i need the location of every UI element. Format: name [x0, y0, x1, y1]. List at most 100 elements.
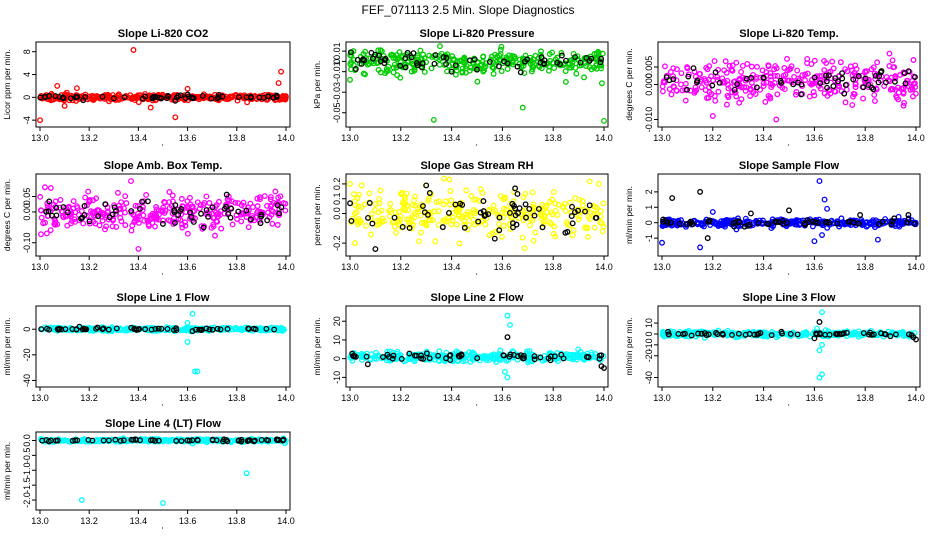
point: [735, 218, 742, 225]
point: [471, 196, 478, 203]
point: [78, 215, 84, 222]
point: [907, 86, 914, 93]
x-tick-label: 13.0: [31, 133, 49, 143]
point: [64, 222, 71, 229]
point-outlier: [54, 82, 61, 89]
point: [702, 87, 709, 94]
point: [99, 217, 106, 224]
point: [128, 208, 135, 215]
point: [490, 70, 497, 77]
point: [38, 231, 44, 238]
point: [728, 332, 735, 338]
x-tick-label: 13.8: [228, 262, 246, 272]
point: [213, 218, 220, 225]
point: [709, 82, 716, 89]
point: [547, 353, 554, 360]
plot-frame: [35, 41, 291, 128]
point: [584, 233, 591, 240]
point: [265, 93, 271, 100]
point: [203, 207, 210, 213]
point: [539, 201, 546, 208]
point: [882, 79, 889, 86]
point: [369, 55, 376, 62]
y-tick-label: 2: [644, 189, 654, 194]
point: [531, 356, 538, 363]
point-outlier: [786, 207, 792, 214]
y-tick-label: -0.10: [22, 232, 32, 253]
point: [70, 198, 77, 205]
point: [523, 214, 529, 221]
series-colored: [659, 50, 919, 123]
x-tick-label: 13.0: [341, 262, 359, 272]
plot-frame: [345, 173, 609, 257]
point: [452, 71, 459, 78]
point: [842, 99, 849, 106]
point: [685, 73, 692, 80]
point: [104, 208, 111, 215]
point: [546, 63, 553, 70]
point: [804, 70, 811, 77]
point: [823, 72, 829, 79]
point: [554, 59, 561, 66]
point-outlier: [491, 235, 498, 242]
y-tick-label: 0.005: [644, 56, 654, 79]
point: [265, 209, 272, 216]
point: [461, 55, 468, 62]
x-tick-label: 14.0: [277, 516, 295, 526]
point: [405, 216, 412, 223]
point: [571, 209, 578, 216]
point: [415, 206, 422, 213]
point: [511, 202, 517, 209]
point: [399, 224, 406, 230]
point: [767, 70, 774, 77]
point: [440, 54, 447, 61]
point: [515, 210, 521, 217]
point: [538, 215, 545, 222]
point: [121, 94, 128, 101]
point: [832, 75, 839, 82]
point: [153, 204, 160, 210]
y-tick-label: 10: [332, 335, 342, 345]
point-outlier: [278, 68, 285, 75]
point: [223, 191, 230, 198]
point: [725, 94, 732, 101]
point-outlier: [709, 113, 716, 119]
point: [442, 198, 449, 205]
point: [868, 331, 875, 338]
point-outlier: [184, 85, 191, 92]
point: [811, 74, 818, 81]
y-tick-label: 0.0: [22, 434, 32, 447]
point: [473, 196, 480, 203]
point: [595, 48, 602, 55]
point: [715, 88, 722, 95]
y-tick-label: 0: [22, 95, 32, 100]
point: [670, 65, 677, 72]
point: [178, 438, 185, 444]
point: [391, 61, 398, 68]
point-outlier: [598, 363, 605, 370]
point: [433, 199, 440, 206]
point-outlier: [816, 347, 823, 354]
point: [703, 79, 710, 86]
point: [391, 214, 398, 221]
point: [406, 54, 413, 61]
x-tick-label: 13.2: [704, 262, 722, 272]
point: [105, 437, 112, 444]
point: [365, 214, 371, 221]
point: [865, 81, 872, 88]
point: [203, 193, 210, 200]
point: [562, 229, 569, 236]
point: [194, 199, 201, 206]
point: [134, 92, 141, 99]
point: [680, 331, 687, 338]
x-tick-label: 13.8: [856, 133, 874, 143]
point: [600, 200, 607, 207]
point: [837, 59, 844, 66]
point: [850, 329, 857, 336]
point: [705, 218, 712, 225]
y-axis-label: Licor ppm per min.: [2, 49, 12, 119]
point: [579, 198, 586, 204]
y-tick-label: -20: [644, 349, 654, 362]
point: [817, 85, 824, 92]
point: [78, 208, 85, 214]
